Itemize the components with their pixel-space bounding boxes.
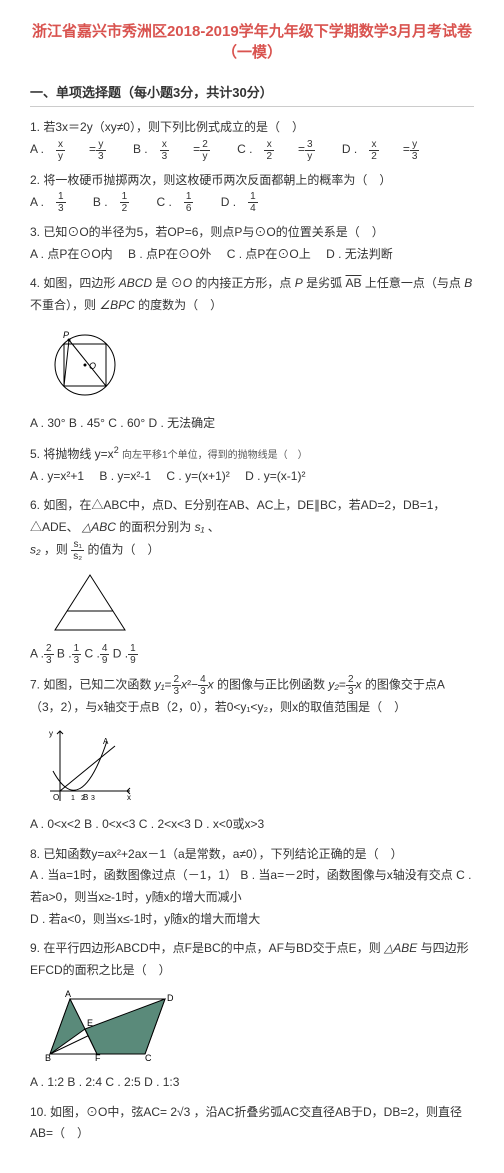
svg-text:2: 2 — [81, 795, 85, 802]
opt-d: D . — [221, 195, 236, 209]
q6-abc: △ABC — [82, 520, 116, 534]
opt-c: C . — [237, 142, 252, 156]
q4-bpc: ∠BPC — [99, 298, 134, 312]
q6-stem-d: ，则 — [44, 542, 68, 556]
q4-b: B — [464, 276, 472, 290]
q4-opts: A . 30° B . 45° C . 60° D . 无法确定 — [30, 413, 474, 435]
q4-stem-e: 上任意一点（与点 — [365, 276, 461, 290]
svg-text:D: D — [167, 993, 174, 1003]
q3-opts: A . 点P在⊙O内 B . 点P在⊙O外 C . 点P在⊙O上 D . 无法判… — [30, 247, 405, 261]
q6-s1: s₁ — [195, 520, 205, 534]
opt-d: D . 无法判断 — [326, 247, 393, 261]
q10: 10. 如图，⊙O中，弦AC= 2√3 ，沿AC折叠劣弧AC交直径AB于D，DB… — [30, 1102, 474, 1145]
q6: 6. 如图，在△ABC中，点D、E分别在AB、AC上，DE∥BC，若AD=2，D… — [30, 495, 474, 561]
opt-b: B . 0<x<3 — [84, 817, 135, 831]
q5-sq: 2 — [114, 442, 119, 458]
opt-b: B . — [93, 195, 108, 209]
svg-text:O: O — [89, 361, 96, 371]
opt-c: C . y=(x+1)² — [166, 469, 229, 483]
q7: 7. 如图，已知二次函数 y₁=23x²−43x 的图像与正比例函数 y₂=23… — [30, 674, 474, 719]
q4-stem-c: 的内接正方形，点 — [195, 276, 291, 290]
opt-a: A . — [30, 195, 44, 209]
q3: 3. 已知⊙O的半径为5，若OP=6，则点P与⊙O的位置关系是（ ） A . 点… — [30, 222, 474, 265]
opt-d: D . 若a<0，则当x≤-1时，y随x的增大而增大 — [30, 912, 260, 926]
q3-stem: 3. 已知⊙O的半径为5，若OP=6，则点P与⊙O的位置关系是（ ） — [30, 225, 384, 239]
q9-stem-a: 9. 在平行四边形ABCD中，点F是BC的中点，AF与BD交于点E，则 — [30, 941, 381, 955]
q4-stem-a: 4. 如图，四边形 — [30, 276, 115, 290]
q4-stem-b: 是 — [155, 276, 167, 290]
svg-text:P: P — [63, 330, 69, 340]
q9-opts: A . 1:2 B . 2:4 C . 2:5 D . 1:3 — [30, 1072, 474, 1094]
q1-opts: A .xy=y3 B .x3=2y C .x2=3y D .x2=y3 — [30, 142, 443, 156]
q7-stem-b: 的图像与正比例函数 — [217, 677, 325, 691]
svg-text:O: O — [53, 793, 59, 802]
q8-stem: 8. 已知函数y=ax²+2ax－1（a是常数，a≠0），下列结论正确的是（ ） — [30, 847, 403, 861]
q9: 9. 在平行四边形ABCD中，点F是BC的中点，AF与BD交于点E，则 △ABE… — [30, 938, 474, 981]
q10-val: 2√3 — [170, 1105, 190, 1119]
q6-s2: s₂ — [30, 542, 41, 556]
svg-text:3: 3 — [91, 795, 95, 802]
q4-p: P — [295, 276, 303, 290]
opt-a: A . 点P在⊙O内 — [30, 247, 113, 261]
q7-figure: A B O x y 1 2 3 — [45, 726, 474, 806]
q6-stem-e: 的值为（ ） — [88, 542, 160, 556]
q6-stem-b: 的面积分别为 — [119, 520, 191, 534]
opt-b: B . — [57, 646, 72, 660]
opt-d: D . — [342, 142, 357, 156]
q4-o: O — [183, 276, 192, 290]
opt-a: A . 0<x<2 — [30, 817, 81, 831]
svg-text:E: E — [87, 1018, 93, 1028]
opt-d: D . — [113, 646, 128, 660]
opt-b: B . 点P在⊙O外 — [128, 247, 211, 261]
q4-abcd: ABCD — [119, 276, 152, 290]
q4-stem-g: 的度数为（ ） — [138, 298, 222, 312]
opt-a: A . 当a=1时，函数图像过点（－1，1） — [30, 868, 237, 882]
q5-opts: A . y=x²+1 B . y=x²-1 C . y=(x+1)² D . y… — [30, 469, 317, 483]
opt-a: A . — [30, 646, 44, 660]
q4-ab: AB — [346, 276, 362, 290]
q4-stem-f: 不重合），则 — [30, 298, 96, 312]
q8: 8. 已知函数y=ax²+2ax－1（a是常数，a≠0），下列结论正确的是（ ）… — [30, 844, 474, 930]
q5-stem-a: 5. 将抛物线 y=x — [30, 447, 114, 461]
opt-a: A . y=x²+1 — [30, 469, 84, 483]
q10-stem-a: 10. 如图，⊙O中，弦AC= — [30, 1105, 167, 1119]
q6-stem-c: 、 — [208, 520, 220, 534]
section-header: 一、单项选择题（每小题3分，共计30分） — [30, 82, 474, 107]
opt-d: D . x<0或x>3 — [194, 817, 264, 831]
opt-b: B . y=x²-1 — [99, 469, 151, 483]
opt-c: C . 点P在⊙O上 — [227, 247, 311, 261]
opt-a: A . — [30, 142, 44, 156]
q7-opts: A . 0<x<2 B . 0<x<3 C . 2<x<3 D . x<0或x>… — [30, 814, 474, 836]
svg-text:B: B — [45, 1053, 51, 1063]
q4: 4. 如图，四边形 ABCD 是 ⊙O 的内接正方形，点 P 是劣弧 AB 上任… — [30, 273, 474, 316]
q2-stem: 2. 将一枚硬币抛掷两次，则这枚硬币两次反面都朝上的概率为（ ） — [30, 173, 391, 187]
svg-text:A: A — [65, 989, 71, 999]
svg-text:y: y — [49, 729, 53, 738]
q9-figure: A D B C F E — [45, 989, 474, 1064]
q5: 5. 将抛物线 y=x2 向左平移1个单位，得到的抛物线是（ ） A . y=x… — [30, 442, 474, 487]
q7-stem-a: 7. 如图，已知二次函数 — [30, 677, 151, 691]
opt-c: C . — [85, 646, 100, 660]
q5-stem-b: 向左平移1个单位，得到的抛物线是（ ） — [122, 450, 308, 461]
q1-stem: 1. 若3x＝2y（xy≠0），则下列比例式成立的是（ ） — [30, 120, 304, 134]
opt-c: C . 2<x<3 — [139, 817, 191, 831]
q2: 2. 将一枚硬币抛掷两次，则这枚硬币两次反面都朝上的概率为（ ） A .13 B… — [30, 170, 474, 215]
opt-b: B . 当a=－2时，函数图像与x轴没有交点 — [240, 868, 452, 882]
page-title: 浙江省嘉兴市秀洲区2018-2019学年九年级下学期数学3月月考试卷（一模） — [30, 20, 474, 62]
q4-stem-d: 是劣弧 — [306, 276, 342, 290]
svg-text:1: 1 — [71, 795, 75, 802]
q6-figure — [45, 570, 474, 635]
opt-d: D . y=(x-1)² — [245, 469, 305, 483]
opt-c: C . — [157, 195, 172, 209]
svg-text:x: x — [127, 793, 131, 802]
svg-text:F: F — [95, 1053, 101, 1063]
svg-text:C: C — [145, 1053, 152, 1063]
q4-figure: O P — [45, 325, 474, 405]
q1: 1. 若3x＝2y（xy≠0），则下列比例式成立的是（ ） A .xy=y3 B… — [30, 117, 474, 162]
svg-text:A: A — [103, 737, 109, 746]
q6-opts: A .23 B .13 C .49 D .19 — [30, 643, 474, 666]
q9-abe: △ABE — [384, 941, 417, 955]
opt-b: B . — [133, 142, 148, 156]
q2-opts: A .13 B .12 C .16 D .14 — [30, 195, 282, 209]
